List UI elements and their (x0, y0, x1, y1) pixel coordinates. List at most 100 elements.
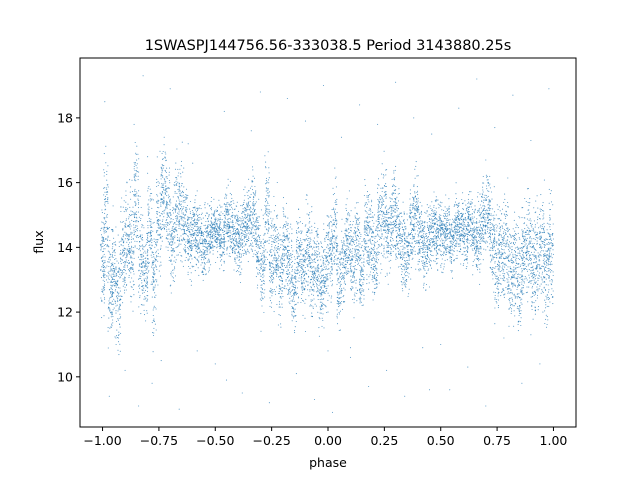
data-point (286, 266, 288, 268)
data-point (156, 222, 158, 224)
data-point (249, 214, 251, 216)
data-point (301, 267, 303, 270)
data-point (185, 230, 188, 232)
data-point (155, 265, 157, 267)
data-point (230, 238, 232, 240)
data-point (298, 262, 300, 264)
data-point (342, 266, 344, 269)
data-point (112, 309, 114, 311)
data-point (276, 229, 278, 231)
data-point (109, 274, 111, 276)
data-point (109, 327, 111, 329)
data-point (275, 275, 278, 277)
data-point (197, 245, 199, 247)
data-point (210, 217, 213, 219)
data-point (322, 308, 324, 310)
data-point (209, 251, 211, 253)
data-point (140, 304, 142, 306)
data-point (339, 254, 341, 256)
data-point (178, 183, 180, 185)
data-point (333, 241, 335, 243)
data-point (309, 270, 311, 272)
data-point (309, 212, 311, 214)
data-point (199, 229, 201, 231)
data-point (172, 272, 174, 274)
data-point (334, 220, 336, 222)
data-point (219, 243, 221, 245)
data-point (224, 204, 227, 206)
data-point (215, 222, 217, 224)
data-point (188, 258, 190, 260)
data-point (113, 272, 115, 274)
data-point (339, 251, 341, 253)
data-point (170, 241, 172, 243)
data-point (137, 199, 139, 201)
data-point (107, 308, 109, 310)
data-point (129, 250, 132, 252)
data-point (286, 251, 288, 253)
data-point (115, 296, 118, 298)
data-point (167, 187, 169, 189)
data-point (134, 245, 136, 247)
data-point (308, 252, 310, 254)
data-point (187, 236, 189, 238)
data-point (302, 299, 304, 301)
data-point (338, 261, 341, 263)
data-point (116, 329, 118, 331)
data-point (217, 256, 219, 258)
data-point (270, 217, 272, 219)
data-point (104, 224, 106, 226)
data-point (340, 252, 342, 254)
data-point (136, 241, 138, 243)
data-point (249, 227, 251, 229)
data-point (161, 182, 163, 185)
data-point (119, 323, 121, 325)
data-point (208, 216, 210, 218)
data-point (145, 264, 147, 266)
data-point (169, 285, 171, 287)
data-point (216, 206, 219, 208)
data-point (349, 263, 351, 265)
data-point (234, 258, 236, 260)
data-point (169, 198, 171, 200)
data-point (212, 247, 214, 249)
data-point (200, 251, 202, 253)
data-point (132, 310, 134, 312)
data-point (254, 229, 256, 231)
data-point (310, 315, 312, 317)
data-point (265, 206, 267, 208)
data-point (238, 238, 240, 240)
data-point (131, 249, 133, 251)
data-point (318, 243, 320, 245)
data-point (101, 212, 103, 214)
data-point (190, 280, 193, 282)
data-point (131, 262, 133, 264)
data-point (203, 234, 205, 236)
data-point (116, 274, 118, 276)
data-point (152, 268, 155, 270)
data-point (100, 243, 102, 245)
data-point (336, 283, 338, 285)
data-point (104, 277, 106, 279)
data-point (190, 248, 192, 250)
data-point (186, 238, 188, 240)
data-point (151, 262, 153, 264)
data-point (271, 275, 274, 277)
data-point (196, 240, 198, 242)
data-point (317, 275, 319, 277)
data-point (285, 278, 287, 281)
data-point (182, 201, 184, 203)
data-point (188, 218, 190, 220)
data-point (199, 237, 201, 239)
data-point (323, 298, 325, 300)
data-point (160, 261, 162, 263)
data-point (290, 261, 292, 263)
data-point (157, 230, 159, 232)
data-point (322, 303, 325, 305)
data-point (149, 195, 151, 197)
data-point (270, 289, 272, 291)
data-point (178, 213, 180, 215)
data-point (237, 228, 239, 230)
data-point (153, 269, 155, 271)
data-point (300, 245, 302, 247)
